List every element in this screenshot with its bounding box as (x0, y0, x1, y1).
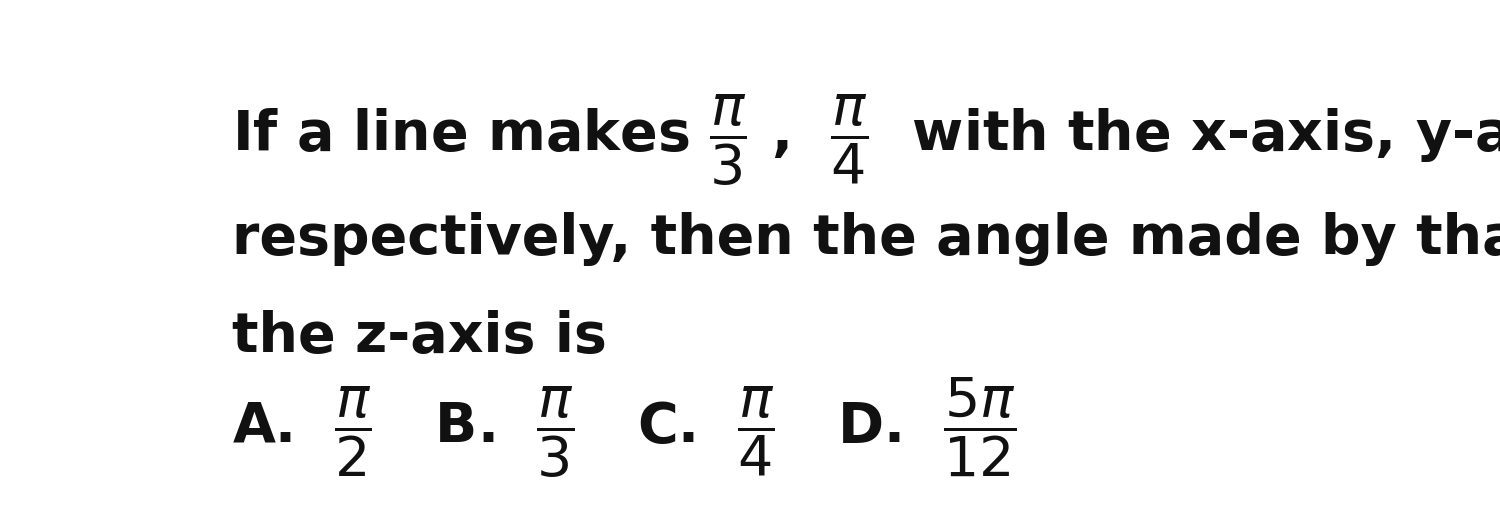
Text: the z-axis is: the z-axis is (231, 310, 606, 365)
Text: If a line makes $\dfrac{\pi}{3}$ ,  $\dfrac{\pi}{4}$  with the x-axis, y-axis: If a line makes $\dfrac{\pi}{3}$ , $\dfr… (231, 93, 1500, 188)
Text: respectively, then the angle made by that line with: respectively, then the angle made by tha… (231, 212, 1500, 266)
Text: A.  $\dfrac{\pi}{2}$   B.  $\dfrac{\pi}{3}$   C.  $\dfrac{\pi}{4}$   D.  $\dfrac: A. $\dfrac{\pi}{2}$ B. $\dfrac{\pi}{3}$ … (231, 376, 1016, 480)
